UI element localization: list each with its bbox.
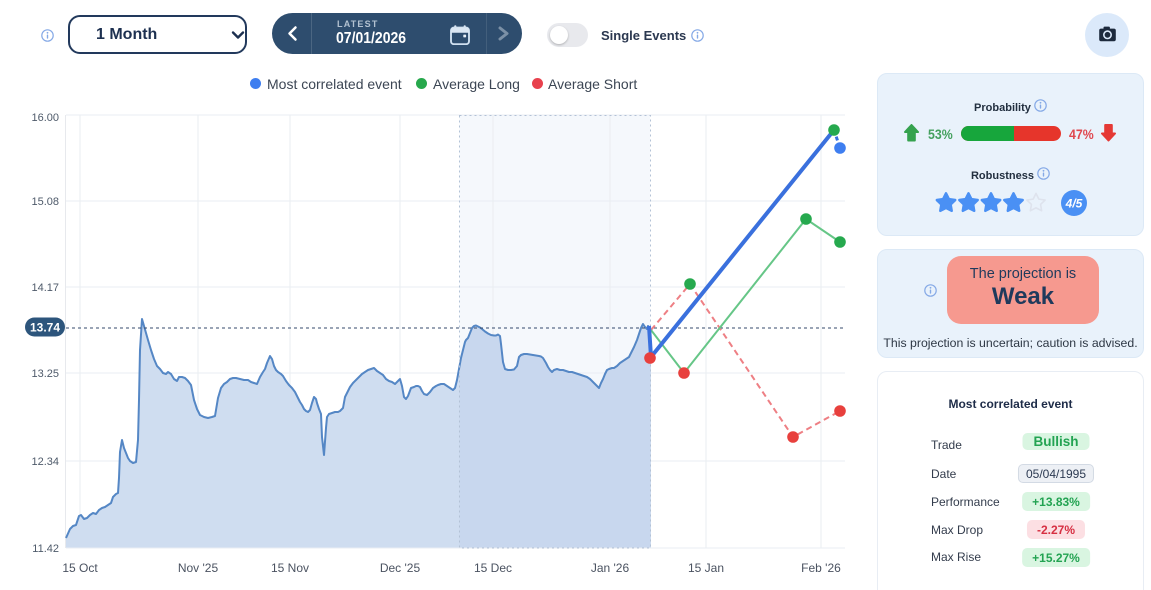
svg-text:15 Nov: 15 Nov [271, 561, 309, 575]
svg-text:15 Oct: 15 Oct [62, 561, 98, 575]
svg-text:15 Jan: 15 Jan [688, 561, 724, 575]
svg-text:13.74: 13.74 [30, 321, 60, 335]
svg-text:11.42: 11.42 [32, 543, 59, 555]
svg-text:4/5: 4/5 [1065, 197, 1083, 211]
svg-text:12.34: 12.34 [31, 456, 59, 468]
svg-text:Jan '26: Jan '26 [591, 561, 630, 575]
svg-text:13.25: 13.25 [31, 368, 59, 380]
svg-text:14.17: 14.17 [31, 282, 59, 294]
svg-text:16.00: 16.00 [31, 112, 59, 124]
svg-text:Dec '25: Dec '25 [380, 561, 421, 575]
svg-text:15.08: 15.08 [31, 196, 59, 208]
svg-text:Feb '26: Feb '26 [801, 561, 841, 575]
svg-text:Nov '25: Nov '25 [178, 561, 219, 575]
svg-text:15 Dec: 15 Dec [474, 561, 512, 575]
